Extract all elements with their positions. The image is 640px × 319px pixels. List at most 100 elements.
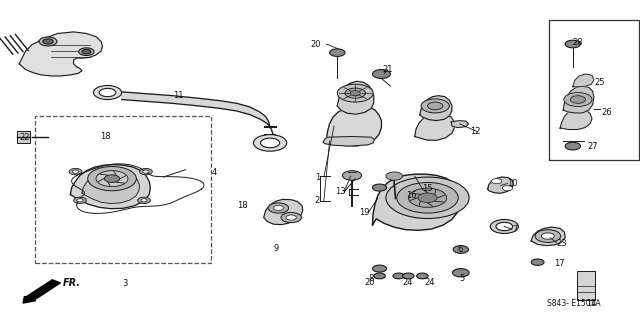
Circle shape [82,49,91,54]
Polygon shape [488,177,513,193]
Circle shape [452,269,469,277]
Text: 16: 16 [406,191,417,200]
FancyArrow shape [23,280,60,303]
Circle shape [77,199,83,202]
Text: 27: 27 [588,142,598,151]
Circle shape [374,273,385,279]
Circle shape [408,188,447,207]
Text: 20: 20 [365,278,375,287]
Text: 3: 3 [122,279,127,288]
Circle shape [88,167,136,191]
Circle shape [281,212,301,223]
Circle shape [96,171,128,187]
Bar [577,271,595,300]
Circle shape [565,40,580,48]
Text: 2: 2 [315,197,320,205]
Text: 25: 25 [594,78,604,87]
Circle shape [496,222,513,231]
Text: 18: 18 [100,132,111,141]
Polygon shape [560,109,592,130]
Circle shape [104,175,120,182]
Circle shape [43,39,53,44]
Circle shape [93,85,122,100]
Text: 15: 15 [422,184,433,193]
Circle shape [286,215,296,220]
Circle shape [421,99,449,113]
Text: 26: 26 [602,108,612,117]
Circle shape [69,168,82,175]
Circle shape [268,203,289,213]
Circle shape [141,199,147,202]
Circle shape [39,37,57,46]
Circle shape [372,265,387,272]
Circle shape [428,102,443,110]
Polygon shape [420,96,452,121]
Polygon shape [451,121,468,128]
Text: FR.: FR. [63,278,81,288]
Polygon shape [264,199,303,225]
Text: 21: 21 [383,65,393,74]
Circle shape [99,88,116,97]
Circle shape [453,246,468,253]
Polygon shape [19,32,102,76]
Circle shape [253,135,287,151]
Circle shape [260,138,280,148]
Circle shape [418,193,437,203]
Bar [35,116,211,263]
Circle shape [393,273,404,279]
Circle shape [535,230,561,242]
Circle shape [570,96,586,103]
Circle shape [417,273,428,279]
Circle shape [140,168,152,175]
Polygon shape [372,174,461,230]
Text: 10: 10 [508,179,518,188]
Polygon shape [573,74,594,87]
Text: 20: 20 [311,40,321,48]
Text: 17: 17 [554,259,564,268]
Circle shape [273,205,284,211]
Polygon shape [415,113,454,140]
Circle shape [492,179,502,184]
Text: 11: 11 [173,91,183,100]
Text: 5: 5 [460,274,465,283]
Polygon shape [70,165,150,209]
Polygon shape [323,137,374,146]
Polygon shape [122,92,273,135]
Polygon shape [326,105,381,146]
Text: S843- E1501A: S843- E1501A [547,299,601,308]
Text: 14: 14 [586,299,596,308]
Text: 24: 24 [425,278,435,287]
Bar [17,131,30,143]
Circle shape [330,49,345,56]
Text: 28: 28 [573,38,584,47]
Text: 9: 9 [274,244,279,253]
Circle shape [397,182,458,213]
Circle shape [541,233,554,239]
Circle shape [350,91,360,96]
Circle shape [337,84,373,102]
Circle shape [79,48,94,56]
Circle shape [502,186,513,191]
Circle shape [74,197,86,204]
Circle shape [564,93,592,107]
Text: 7: 7 [512,225,517,234]
Text: 24: 24 [403,278,413,287]
Circle shape [72,170,79,173]
Polygon shape [563,86,594,113]
Text: 23: 23 [557,239,568,248]
Text: 19: 19 [359,208,369,217]
Circle shape [138,197,150,204]
Text: 6: 6 [458,245,463,254]
Circle shape [490,219,518,234]
Circle shape [342,171,362,180]
Circle shape [565,142,580,150]
Circle shape [372,70,390,78]
Text: 18: 18 [237,201,247,210]
Text: 13: 13 [335,187,346,196]
Bar [549,20,639,160]
Polygon shape [82,171,140,204]
Circle shape [386,177,469,219]
Text: 22: 22 [20,133,30,142]
Circle shape [143,170,149,173]
Polygon shape [531,227,565,246]
